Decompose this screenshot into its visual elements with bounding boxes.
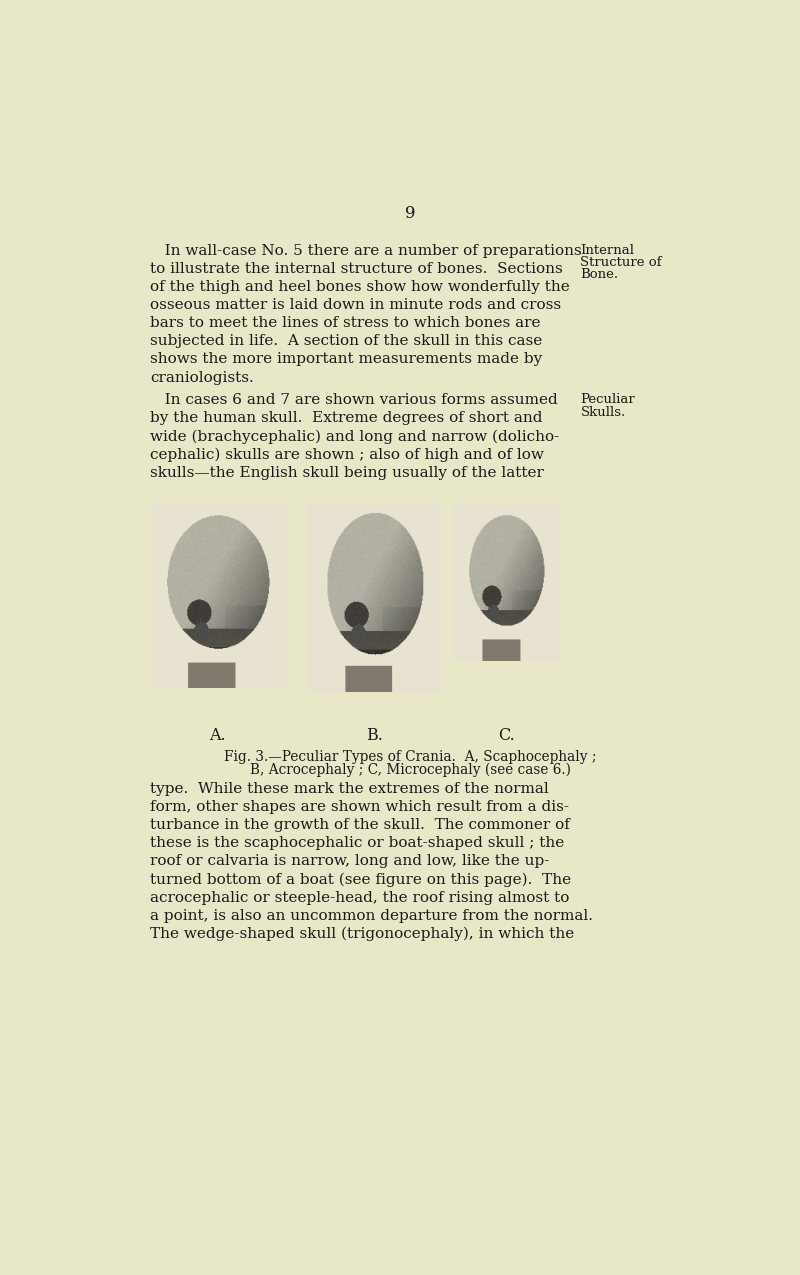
Text: craniologists.: craniologists. — [150, 371, 254, 385]
Text: shows the more important measurements made by: shows the more important measurements ma… — [150, 352, 542, 366]
Text: bars to meet the lines of stress to which bones are: bars to meet the lines of stress to whic… — [150, 316, 541, 330]
Text: of the thigh and heel bones show how wonderfully the: of the thigh and heel bones show how won… — [150, 280, 570, 295]
Text: wide (brachycephalic) and long and narrow (dolicho-: wide (brachycephalic) and long and narro… — [150, 430, 560, 444]
Text: The wedge-shaped skull (trigonocephaly), in which the: The wedge-shaped skull (trigonocephaly),… — [150, 927, 574, 941]
Text: Internal: Internal — [581, 244, 634, 256]
Text: by the human skull.  Extreme degrees of short and: by the human skull. Extreme degrees of s… — [150, 412, 543, 426]
Text: osseous matter is laid down in minute rods and cross: osseous matter is laid down in minute ro… — [150, 298, 562, 312]
Text: acrocephalic or steeple-head, the roof rising almost to: acrocephalic or steeple-head, the roof r… — [150, 891, 570, 905]
Text: In wall-case No. 5 there are a number of preparations: In wall-case No. 5 there are a number of… — [150, 244, 582, 258]
Text: skulls—the English skull being usually of the latter: skulls—the English skull being usually o… — [150, 465, 544, 479]
Text: subjected in life.  A section of the skull in this case: subjected in life. A section of the skul… — [150, 334, 542, 348]
Text: turned bottom of a boat (see figure on this page).  The: turned bottom of a boat (see figure on t… — [150, 872, 571, 887]
Text: a point, is also an uncommon departure from the normal.: a point, is also an uncommon departure f… — [150, 909, 594, 923]
Text: turbance in the growth of the skull.  The commoner of: turbance in the growth of the skull. The… — [150, 819, 570, 833]
Text: B.: B. — [366, 727, 382, 743]
Text: B, Acrocephaly ; C, Microcephaly (see case 6.): B, Acrocephaly ; C, Microcephaly (see ca… — [250, 762, 570, 778]
Text: form, other shapes are shown which result from a dis-: form, other shapes are shown which resul… — [150, 801, 570, 815]
Text: In cases 6 and 7 are shown various forms assumed: In cases 6 and 7 are shown various forms… — [150, 393, 558, 407]
Text: A.: A. — [210, 727, 226, 743]
Text: Skulls.: Skulls. — [581, 405, 626, 418]
Text: Bone.: Bone. — [581, 269, 618, 282]
Text: type.  While these mark the extremes of the normal: type. While these mark the extremes of t… — [150, 782, 549, 796]
Text: Fig. 3.—Peculiar Types of Crania.  A, Scaphocephaly ;: Fig. 3.—Peculiar Types of Crania. A, Sca… — [224, 750, 596, 764]
Text: 9: 9 — [405, 205, 415, 222]
Text: Peculiar: Peculiar — [581, 393, 635, 407]
Text: Structure of: Structure of — [581, 256, 662, 269]
Text: these is the scaphocephalic or boat-shaped skull ; the: these is the scaphocephalic or boat-shap… — [150, 836, 565, 850]
Text: cephalic) skulls are shown ; also of high and of low: cephalic) skulls are shown ; also of hig… — [150, 448, 544, 462]
Text: to illustrate the internal structure of bones.  Sections: to illustrate the internal structure of … — [150, 261, 563, 275]
Text: roof or calvaria is narrow, long and low, like the up-: roof or calvaria is narrow, long and low… — [150, 854, 550, 868]
Text: C.: C. — [498, 727, 514, 743]
